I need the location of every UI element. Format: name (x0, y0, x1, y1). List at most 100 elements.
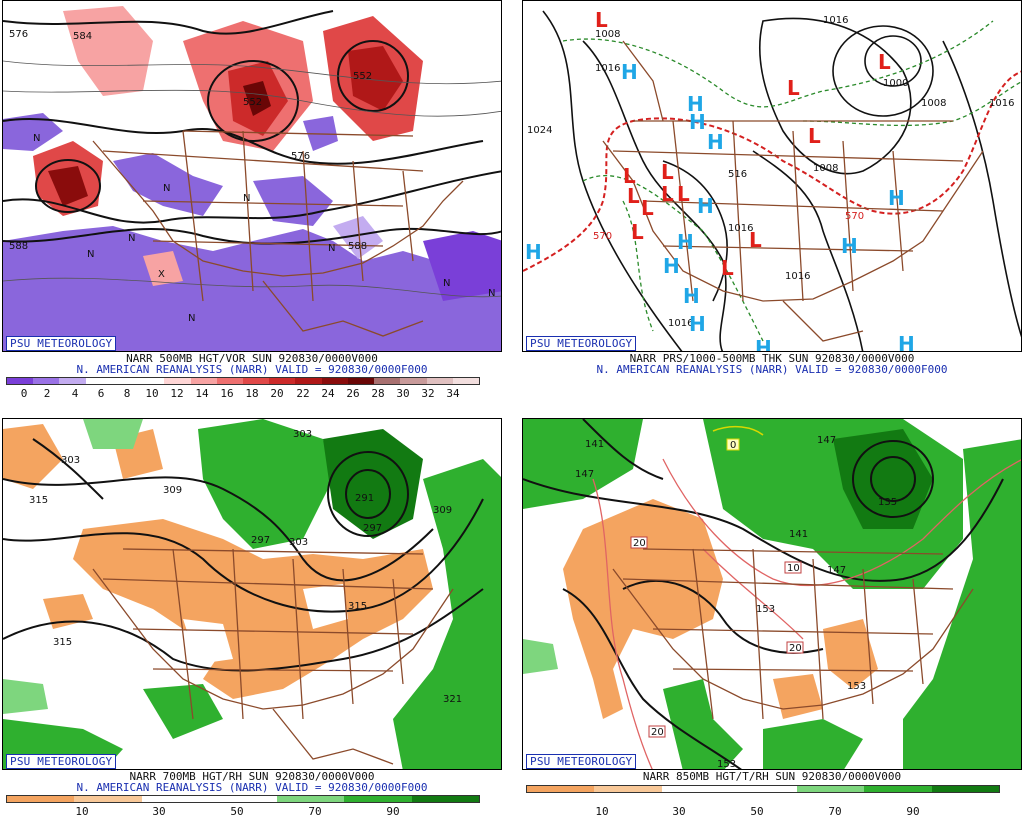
high-pressure-marker: H (687, 92, 704, 116)
contour-label: 552 (243, 97, 262, 108)
colorbar-swatch (138, 378, 165, 384)
contour-label: 309 (163, 485, 182, 496)
border-line (262, 280, 424, 337)
rh-moist-area (763, 719, 863, 769)
temperature-line (702, 548, 804, 640)
contour-label: 588 (9, 241, 28, 252)
temperature-label: 20 (789, 643, 802, 654)
isobar-label: 1016 (668, 318, 693, 329)
colorbar-swatch (242, 378, 270, 384)
height-contour (3, 476, 434, 582)
contour-label: 321 (443, 694, 462, 705)
psu-meteorology-badge: PSU METEOROLOGY (6, 336, 117, 351)
colorbar-tick: 30 (152, 805, 166, 818)
colorbar-swatch (796, 786, 865, 792)
colorbar-swatch (527, 786, 595, 792)
vorticity-marker: N (188, 313, 195, 324)
border-line (182, 130, 414, 302)
colorbar-swatch (452, 378, 479, 384)
temperature-label: 10 (787, 563, 800, 574)
colorbar-tick: 90 (386, 805, 400, 818)
high-pressure-marker: H (697, 194, 714, 218)
vorticity-pos-area (63, 6, 153, 96)
height-contour (582, 419, 664, 480)
colorbar-tick: 16 (220, 387, 234, 400)
isobar-label: 1008 (921, 98, 946, 109)
colorbar-swatch (7, 796, 75, 802)
map-surface-svg: 1008 1016 1016 1024 1000 1008 1016 1008 … (523, 1, 1021, 351)
panel-subtitle: N. AMERICAN REANALYSIS (NARR) VALID = 92… (76, 781, 428, 794)
colorbar-swatch (7, 378, 34, 384)
colorbar-tick: 10 (145, 387, 159, 400)
colorbar-tick: 4 (71, 387, 79, 400)
low-pressure-marker: L (878, 50, 891, 74)
colorbar-swatch (74, 796, 142, 802)
contour-label: 588 (348, 241, 367, 252)
panel-500mb-vorticity: 576 584 552 552 576 588 588 N N N N N N … (2, 0, 502, 400)
contour-label: 135 (878, 497, 897, 508)
colorbar-swatch (33, 378, 60, 384)
isobar (942, 40, 1021, 338)
isobar (752, 150, 864, 351)
height-contour (327, 451, 409, 537)
colorbar-tick: 50 (750, 805, 764, 818)
vorticity-marker: N (87, 249, 94, 260)
panel-850mb-temp-rh: 141 147 147 135 141 147 153 153 153 0 20… (522, 418, 1022, 818)
isobar-label: 1016 (728, 223, 753, 234)
contour-label: 303 (289, 537, 308, 548)
rh-dry-area (43, 594, 93, 629)
map-700mb: 303 303 309 315 291 297 297 303 309 315 … (2, 418, 502, 770)
height-contour (3, 498, 484, 613)
colorbar-swatch (111, 378, 139, 384)
map-700mb-svg: 303 303 309 315 291 297 297 303 309 315 … (3, 419, 501, 769)
vorticity-neg-area (113, 153, 223, 216)
rh-moist-area (903, 439, 1021, 769)
isobar-label: 1000 (883, 78, 908, 89)
rh-dry-area (773, 674, 823, 719)
colorbar-rh (6, 795, 480, 803)
vorticity-marker: N (33, 133, 40, 144)
contour-label: 141 (585, 439, 604, 450)
vorticity-marker: N (488, 288, 495, 299)
rh-moist-area (143, 684, 223, 739)
temperature-label: 20 (651, 727, 664, 738)
colorbar-tick: 70 (828, 805, 842, 818)
low-pressure-marker: L (661, 182, 674, 206)
high-pressure-marker: H (689, 110, 706, 134)
low-pressure-marker: L (623, 164, 636, 188)
contour-label: 147 (575, 469, 594, 480)
height-contour (3, 10, 334, 35)
isobar (864, 35, 922, 87)
colorbar-tick: 30 (672, 805, 686, 818)
colorbar-swatch (85, 378, 112, 384)
colorbar-swatch (190, 378, 217, 384)
colorbar-swatch (347, 378, 375, 384)
vorticity-neg-area (3, 113, 63, 151)
contour-label: 297 (251, 535, 270, 546)
vorticity-contour (3, 60, 501, 85)
colorbar-tick: 8 (123, 387, 131, 400)
height-contour (622, 580, 824, 654)
contour-label: 153 (756, 604, 775, 615)
high-pressure-marker: H (683, 284, 700, 308)
height-contour (345, 469, 391, 519)
panel-700mb-rh: 303 303 309 315 291 297 297 303 309 315 … (2, 418, 502, 818)
panel-title: NARR 850MB HGT/T/RH SUN 920830/0000V000 (642, 770, 902, 783)
colorbar-swatch (269, 378, 296, 384)
colorbar-tick: 20 (270, 387, 284, 400)
rh-white-area (303, 584, 348, 629)
isobar-label: 1024 (527, 125, 552, 136)
vorticity-pos-area (243, 81, 271, 116)
isobar-label: 1016 (595, 63, 620, 74)
contour-label: 584 (73, 31, 92, 42)
colorbar-swatch (141, 796, 210, 802)
border-line (672, 120, 904, 302)
vorticity-pos-area (348, 46, 403, 111)
thickness-label: 516 (728, 169, 747, 180)
colorbar-tick: 10 (595, 805, 609, 818)
contour-label: 315 (29, 495, 48, 506)
temperature-line-zero (712, 425, 764, 436)
rh-moist-area (3, 679, 48, 714)
colorbar-swatch (295, 378, 322, 384)
contour-label: 141 (789, 529, 808, 540)
